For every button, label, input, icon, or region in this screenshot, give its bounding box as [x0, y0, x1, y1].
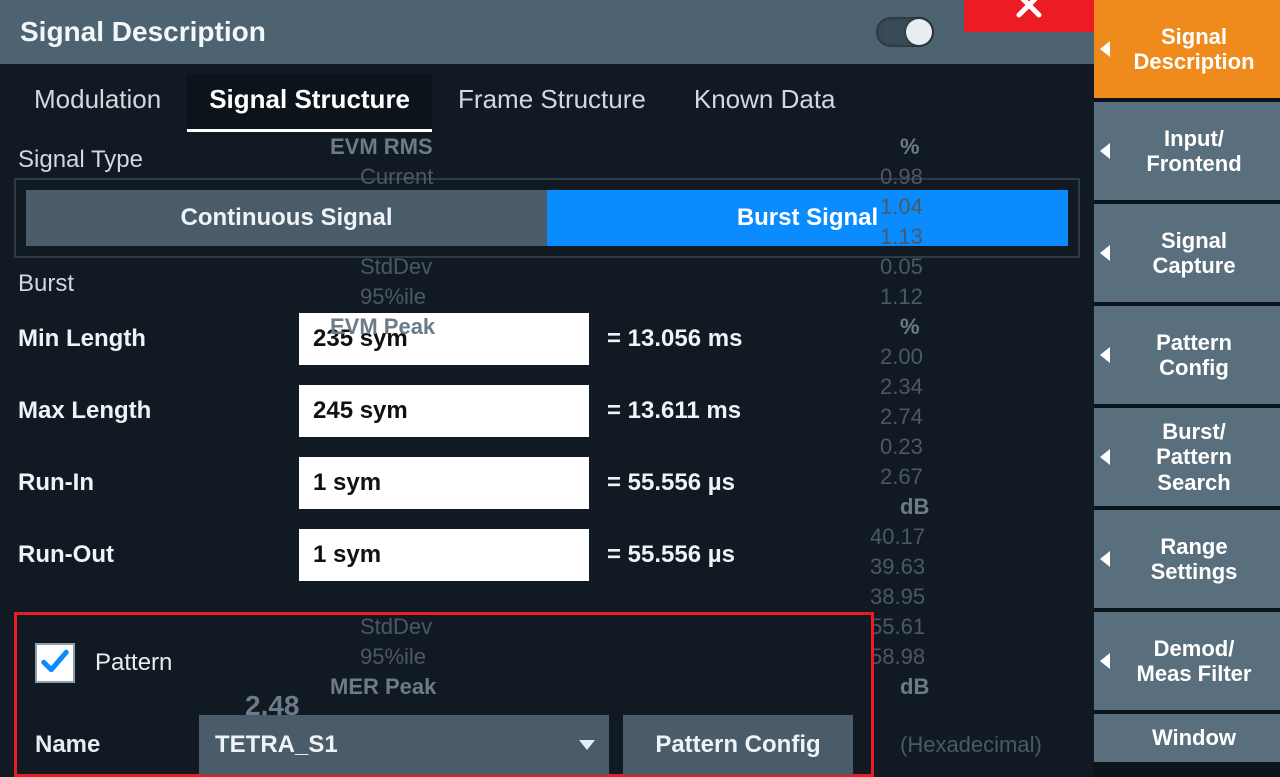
- burst-signal-button[interactable]: Burst Signal: [547, 190, 1068, 246]
- content-area: EVM RMS % Current 0.98 1.04 1.13 StdDev …: [0, 132, 1094, 777]
- tab-modulation[interactable]: Modulation: [12, 74, 183, 132]
- caret-left-icon: [1100, 449, 1110, 465]
- caret-left-icon: [1100, 653, 1110, 669]
- continuous-signal-button[interactable]: Continuous Signal: [26, 190, 547, 246]
- sidebar-item-label: Demod/ Meas Filter: [1137, 636, 1252, 687]
- enable-toggle[interactable]: [876, 17, 934, 47]
- run-in-row: Run-In = 55.556 µs: [14, 452, 1080, 514]
- bg-val: 55.61: [870, 614, 925, 640]
- tab-signal-structure[interactable]: Signal Structure: [187, 74, 432, 132]
- bg-unit-db2: dB: [900, 674, 929, 700]
- sidebar-item-label: Signal Capture: [1152, 228, 1235, 279]
- close-button[interactable]: [964, 0, 1094, 32]
- sidebar-item-demod-meas-filter[interactable]: Demod/ Meas Filter: [1094, 612, 1280, 710]
- sidebar-item-label: Input/ Frontend: [1146, 126, 1241, 177]
- caret-left-icon: [1100, 347, 1110, 363]
- signal-description-panel: Signal Description Modulation Signal Str…: [0, 0, 1094, 777]
- sidebar-item-label: Range Settings: [1151, 534, 1238, 585]
- caret-left-icon: [1100, 143, 1110, 159]
- sidebar-item-burst-pattern-search[interactable]: Burst/ Pattern Search: [1094, 408, 1280, 506]
- caret-left-icon: [1100, 41, 1110, 57]
- pattern-name-select[interactable]: TETRA_S1: [199, 715, 609, 775]
- run-out-equals: = 55.556 µs: [607, 541, 735, 569]
- pattern-checkbox-label: Pattern: [95, 649, 172, 677]
- tab-bar: Modulation Signal Structure Frame Struct…: [0, 64, 1094, 132]
- window-title: Signal Description: [20, 16, 266, 48]
- titlebar: Signal Description: [0, 0, 1094, 64]
- burst-form: Min Length = 13.056 ms Max Length = 13.6…: [14, 308, 1080, 586]
- bg-val: 38.95: [870, 584, 925, 610]
- run-out-row: Run-Out = 55.556 µs: [14, 524, 1080, 586]
- caret-left-icon: [1100, 551, 1110, 567]
- sidebar-item-input-frontend[interactable]: Input/ Frontend: [1094, 102, 1280, 200]
- pattern-checkbox[interactable]: [35, 643, 75, 683]
- sidebar-item-label: Signal Description: [1133, 24, 1254, 75]
- run-in-equals: = 55.556 µs: [607, 469, 735, 497]
- run-in-label: Run-In: [14, 469, 299, 497]
- bg-val: 58.98: [870, 644, 925, 670]
- pattern-config-button[interactable]: Pattern Config: [623, 715, 853, 775]
- max-length-input[interactable]: [299, 385, 589, 437]
- close-icon: [1014, 0, 1044, 27]
- min-length-input[interactable]: [299, 313, 589, 365]
- sidebar-item-signal-description[interactable]: Signal Description: [1094, 0, 1280, 98]
- sidebar-item-label: Pattern Config: [1156, 330, 1232, 381]
- signal-type-label: Signal Type: [14, 140, 1080, 178]
- signal-type-selector: Continuous Signal Burst Signal: [14, 178, 1080, 258]
- check-icon: [40, 646, 70, 681]
- sidebar-item-signal-capture[interactable]: Signal Capture: [1094, 204, 1280, 302]
- right-sidebar: Signal Description Input/ Frontend Signa…: [1094, 0, 1280, 777]
- sidebar-item-label: Burst/ Pattern Search: [1156, 419, 1232, 495]
- pattern-name-label: Name: [35, 731, 185, 759]
- min-length-row: Min Length = 13.056 ms: [14, 308, 1080, 370]
- run-out-input[interactable]: [299, 529, 589, 581]
- pattern-section: Pattern Name TETRA_S1 Pattern Config: [14, 612, 874, 777]
- max-length-equals: = 13.611 ms: [607, 397, 741, 425]
- tab-frame-structure[interactable]: Frame Structure: [436, 74, 668, 132]
- run-in-input[interactable]: [299, 457, 589, 509]
- sidebar-item-window[interactable]: Window: [1094, 714, 1280, 762]
- pattern-name-value: TETRA_S1: [215, 731, 338, 759]
- max-length-label: Max Length: [14, 397, 299, 425]
- run-out-label: Run-Out: [14, 541, 299, 569]
- caret-left-icon: [1100, 245, 1110, 261]
- min-length-equals: = 13.056 ms: [607, 325, 742, 353]
- chevron-down-icon: [579, 740, 595, 750]
- sidebar-item-label: Window: [1152, 725, 1236, 750]
- burst-section-label: Burst: [14, 264, 1080, 302]
- sidebar-item-pattern-config[interactable]: Pattern Config: [1094, 306, 1280, 404]
- bg-hex-label: (Hexadecimal): [900, 732, 1042, 758]
- min-length-label: Min Length: [14, 325, 299, 353]
- max-length-row: Max Length = 13.611 ms: [14, 380, 1080, 442]
- tab-known-data[interactable]: Known Data: [672, 74, 858, 132]
- sidebar-item-range-settings[interactable]: Range Settings: [1094, 510, 1280, 608]
